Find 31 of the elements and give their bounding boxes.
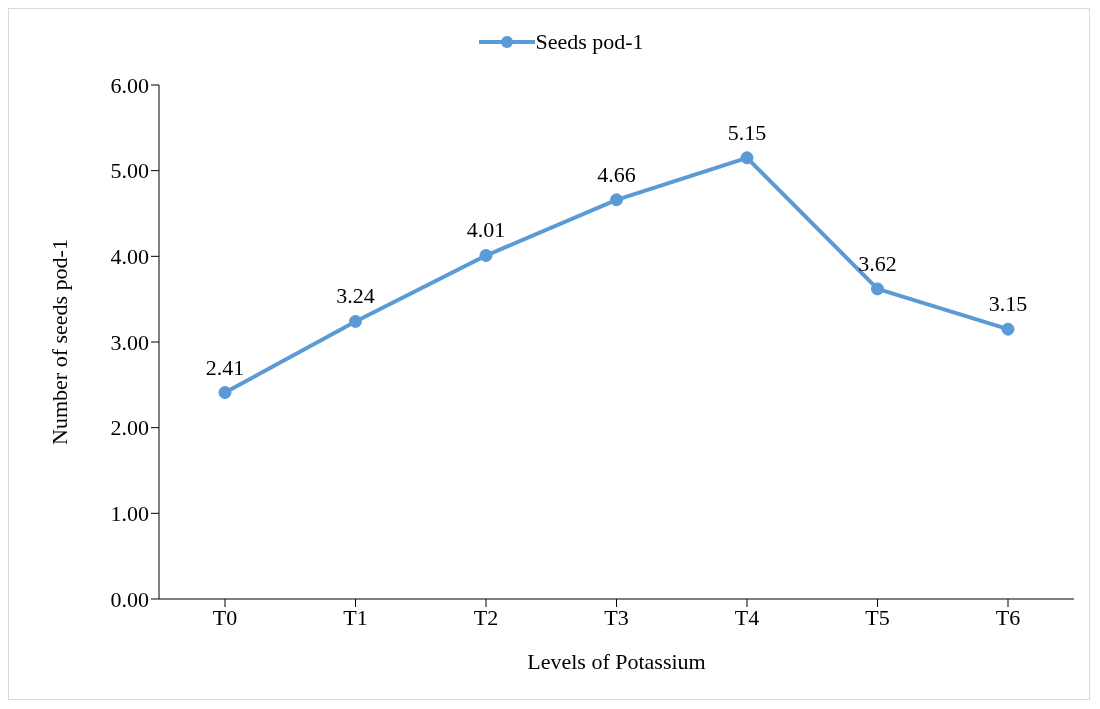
point <box>740 151 754 165</box>
y-axis-title: Number of seeds pod-1 <box>46 239 72 445</box>
y-tick-label: 3.00 <box>110 329 149 355</box>
y-tick-label: 4.00 <box>110 244 149 270</box>
data-label: 5.15 <box>727 119 767 145</box>
y-tick-label: 6.00 <box>110 72 149 98</box>
x-tick-label: T4 <box>734 604 760 630</box>
point <box>610 193 623 207</box>
data-label: 3.24 <box>336 283 375 309</box>
x-tick-label: T6 <box>995 604 1021 630</box>
y-tick-label: 2.00 <box>110 415 149 441</box>
x-tick-label: T3 <box>604 604 629 630</box>
data-label: 4.01 <box>466 217 506 243</box>
y-tick-label: 1.00 <box>110 501 149 527</box>
data-label: 4.66 <box>597 161 636 187</box>
data-label: 2.41 <box>205 354 245 380</box>
y-tick-label: 5.00 <box>110 158 149 184</box>
data-label: 3.15 <box>988 291 1028 317</box>
point <box>479 248 493 262</box>
x-tick-label: T2 <box>473 604 499 630</box>
point <box>349 314 362 328</box>
legend-label: Seeds pod-1 <box>535 29 644 55</box>
point <box>1001 322 1015 336</box>
x-tick-label: T1 <box>343 604 368 630</box>
data-label: 3.62 <box>858 250 897 276</box>
x-tick-label: T5 <box>865 604 890 630</box>
y-tick-label: 0.00 <box>110 586 149 612</box>
x-tick-label: T0 <box>212 604 238 630</box>
point <box>218 386 232 400</box>
x-axis-title: Levels of Potassium <box>527 649 706 674</box>
point <box>871 282 884 296</box>
